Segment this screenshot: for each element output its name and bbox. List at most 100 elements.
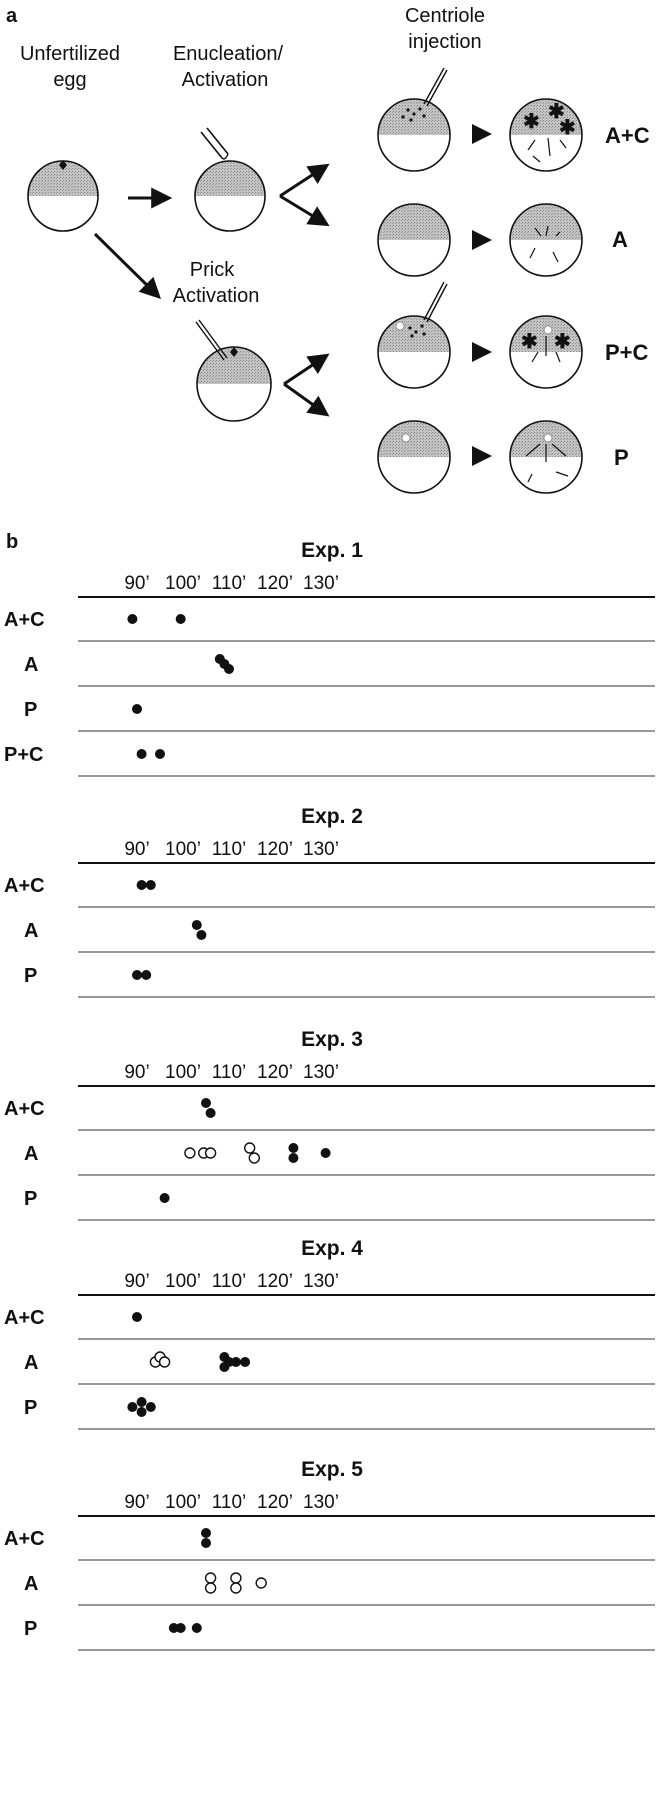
svg-text:✱: ✱ (554, 331, 571, 353)
x-tick-label: 120’ (257, 573, 293, 594)
outcome-p: P (614, 445, 629, 470)
experiment-chart: Exp. 3 90’ 100’ 110’ 120’ 130’ A+C A P (4, 1028, 655, 1221)
experiment-title: Exp. 4 (301, 1237, 363, 1260)
x-tick-label: 120’ (257, 839, 293, 860)
x-tick-label: 90’ (124, 573, 149, 594)
data-point-filled (159, 1193, 170, 1203)
data-point-filled (288, 1143, 299, 1153)
arrow-down-fork-1 (279, 194, 330, 227)
svg-text:✱: ✱ (521, 331, 538, 353)
data-point-open (243, 1142, 256, 1154)
data-point-filled (145, 880, 156, 890)
egg-row-a (377, 203, 451, 277)
data-point-open (204, 1582, 217, 1594)
x-tick-label: 120’ (257, 1062, 293, 1083)
prick-label-1: Prick (190, 259, 235, 281)
data-point-filled (191, 1623, 202, 1633)
data-point-filled (201, 1538, 211, 1548)
outcome-ac: A+C (605, 123, 650, 148)
data-point-filled (132, 704, 142, 714)
outcome-pc: P+C (605, 340, 649, 365)
x-tick-label: 90’ (124, 839, 149, 860)
data-point-filled (136, 1407, 147, 1417)
data-point-filled (288, 1153, 299, 1163)
series-label: A+C (4, 875, 45, 897)
experiment-chart: Exp. 5 90’ 100’ 110’ 120’ 130’ A+C A P (4, 1458, 655, 1651)
arrowhead-ac (472, 124, 492, 144)
series-label: A (24, 1352, 38, 1374)
x-tick-label: 100’ (165, 839, 201, 860)
data-point-filled (136, 880, 147, 890)
x-tick-label: 90’ (124, 1492, 149, 1513)
prick-label-2: Activation (173, 285, 260, 307)
centriole-label-2: injection (408, 31, 481, 53)
x-tick-label: 110’ (212, 573, 247, 594)
data-point-filled (230, 1357, 241, 1367)
series-label: P (24, 1618, 37, 1640)
x-tick-label: 100’ (165, 573, 201, 594)
series-label: A+C (4, 1098, 45, 1120)
data-point-filled (201, 1098, 211, 1108)
panel-a: a Unfertilized egg Enucleation/ Activati… (6, 5, 650, 494)
series-label: P (24, 1188, 37, 1210)
data-point-filled (141, 970, 152, 980)
enucleation-label-2: Activation (182, 69, 269, 91)
x-tick-label: 130’ (303, 573, 339, 594)
enucleation-label-1: Enucleation/ (173, 43, 284, 65)
x-tick-label: 100’ (165, 1271, 201, 1292)
series-label: A (24, 1573, 38, 1595)
data-point-open (248, 1152, 261, 1164)
egg-unfertilized (27, 160, 99, 232)
data-point-filled (136, 749, 147, 759)
egg-row-a-result (509, 203, 583, 277)
series-label: A (24, 654, 38, 676)
data-point-open (230, 1582, 242, 1594)
data-point-filled (155, 749, 165, 759)
egg-row-ac-result: ✱ ✱ ✱ (509, 98, 583, 172)
egg-prick-activated (195, 319, 272, 422)
data-point-filled (168, 1623, 179, 1633)
svg-text:✱: ✱ (523, 111, 540, 133)
experiment-title: Exp. 2 (301, 805, 363, 828)
experiment-title: Exp. 1 (301, 539, 363, 562)
outcome-a: A (612, 227, 628, 252)
arrow-up-fork-2 (283, 353, 330, 386)
panel-b-label: b (6, 531, 18, 553)
series-label: A+C (4, 609, 45, 631)
data-point-filled (224, 664, 234, 674)
arrowhead-p (472, 446, 492, 466)
x-tick-label: 130’ (303, 839, 339, 860)
series-label: A+C (4, 1528, 45, 1550)
data-point-filled (205, 1108, 216, 1118)
data-point-filled (240, 1357, 251, 1367)
data-point-filled (201, 1528, 211, 1538)
arrow-down-diagonal (93, 232, 161, 299)
x-tick-label: 120’ (257, 1271, 293, 1292)
x-tick-label: 90’ (124, 1271, 149, 1292)
data-point-filled (127, 1402, 138, 1412)
data-point-filled (191, 920, 202, 930)
x-tick-label: 130’ (303, 1492, 339, 1513)
experiment-title: Exp. 3 (301, 1028, 363, 1051)
data-point-filled (175, 1623, 186, 1633)
egg-row-p-result (509, 420, 583, 494)
data-point-open (255, 1577, 267, 1589)
panel-b-charts: Exp. 1 90’ 100’ 110’ 120’ 130’ A+C A P P+C Exp. 2 9… (4, 539, 655, 1651)
data-point-filled (196, 930, 207, 940)
series-label: A (24, 1143, 38, 1165)
arrow-up-fork-1 (279, 163, 330, 198)
series-label: A+C (4, 1307, 45, 1329)
x-tick-label: 120’ (257, 1492, 293, 1513)
x-tick-label: 110’ (212, 839, 247, 860)
experiment-chart: Exp. 2 90’ 100’ 110’ 120’ 130’ A+C A P (4, 805, 655, 998)
arrowhead-pc (472, 342, 492, 362)
data-point-open (158, 1356, 171, 1368)
data-point-open (230, 1572, 242, 1584)
panel-a-label: a (6, 5, 18, 27)
x-tick-label: 100’ (165, 1062, 201, 1083)
series-label: P (24, 1397, 37, 1419)
data-point-open (204, 1572, 217, 1584)
egg-row-pc-result: ✱ ✱ (509, 315, 583, 389)
x-tick-label: 90’ (124, 1062, 149, 1083)
data-point-filled (132, 1312, 142, 1322)
